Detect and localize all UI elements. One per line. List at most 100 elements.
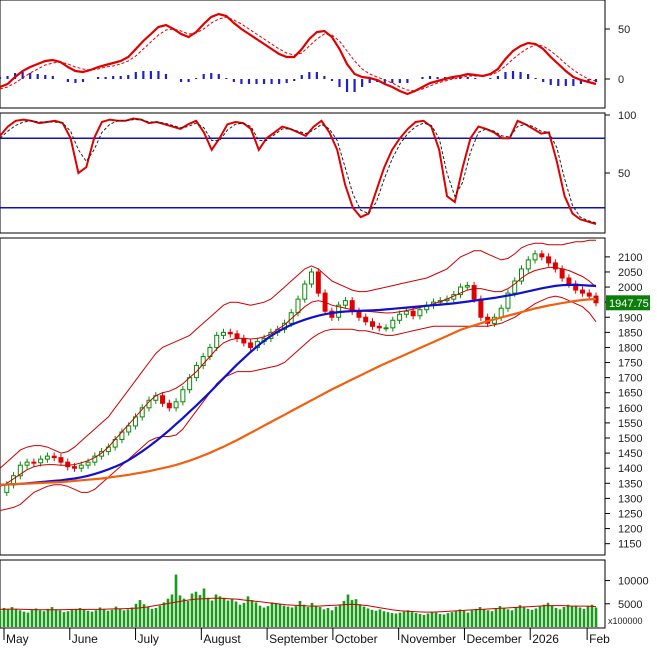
price-candle-body bbox=[403, 310, 409, 315]
price-candle-body bbox=[342, 300, 348, 306]
price-candle-body bbox=[552, 262, 558, 270]
volume-bar bbox=[326, 607, 330, 627]
stochastic-panel: 100 50 bbox=[0, 110, 636, 234]
volume-bar bbox=[478, 607, 482, 627]
volume-bar bbox=[502, 607, 506, 627]
volume-bar bbox=[6, 609, 10, 627]
volume-bar bbox=[350, 600, 354, 627]
volume-bar bbox=[366, 608, 370, 627]
price-candle-body bbox=[288, 312, 294, 324]
volume-bar bbox=[506, 609, 510, 627]
price-candle-body bbox=[579, 289, 585, 294]
price-candle-body bbox=[539, 253, 545, 258]
volume-bar bbox=[186, 601, 190, 627]
price-candle-body bbox=[51, 455, 57, 459]
volume-bar bbox=[122, 610, 126, 627]
volume-bar bbox=[378, 609, 382, 627]
volume-bar bbox=[246, 596, 250, 627]
volume-bar bbox=[462, 610, 466, 627]
volume-ma-line bbox=[0, 597, 597, 613]
month-label: 2026 bbox=[532, 632, 559, 646]
volume-bar bbox=[130, 607, 134, 627]
volume-bar bbox=[482, 609, 486, 627]
price-candle-body bbox=[315, 271, 321, 294]
month-label: June bbox=[72, 632, 98, 646]
volume-bar bbox=[198, 594, 202, 627]
volume-bar bbox=[94, 610, 98, 627]
price-candle-body bbox=[458, 286, 464, 296]
price-bollinger-lower-line bbox=[0, 295, 597, 511]
volume-bar bbox=[290, 607, 294, 627]
volume-bar bbox=[334, 606, 338, 627]
volume-bar bbox=[430, 611, 434, 627]
price-candle-body bbox=[417, 309, 423, 317]
volume-bar bbox=[146, 606, 150, 627]
month-label: October bbox=[335, 632, 378, 646]
price-bollinger-middle-line bbox=[0, 266, 597, 487]
volume-bar bbox=[582, 608, 586, 627]
price-candle-body bbox=[214, 334, 220, 348]
volume-bar bbox=[542, 604, 546, 627]
volume-bar bbox=[438, 614, 442, 627]
volume-bar bbox=[190, 593, 194, 627]
month-axis: May June July August September October Novembe… bbox=[3, 628, 610, 646]
volume-bar bbox=[486, 610, 490, 627]
volume-bar bbox=[274, 603, 278, 627]
volume-bar bbox=[318, 607, 322, 627]
price-ma-blue-line bbox=[0, 283, 597, 486]
volume-bar bbox=[46, 608, 50, 627]
volume-bar bbox=[278, 604, 282, 627]
volume-bar bbox=[54, 609, 58, 627]
volume-bar bbox=[586, 606, 590, 627]
volume-bar bbox=[566, 604, 570, 627]
macd-signal-line bbox=[0, 16, 597, 92]
volume-bar bbox=[14, 608, 18, 627]
volume-bar bbox=[362, 606, 366, 627]
volume-bar bbox=[98, 607, 102, 627]
volume-bar bbox=[162, 602, 166, 627]
price-candle-body bbox=[309, 271, 315, 285]
volume-bar bbox=[558, 609, 562, 627]
volume-bar bbox=[306, 607, 310, 627]
price-candle-body bbox=[559, 268, 565, 279]
volume-bar bbox=[42, 611, 46, 627]
volume-bar bbox=[194, 591, 198, 627]
price-candle-body bbox=[78, 464, 84, 469]
volume-bar bbox=[590, 604, 594, 627]
volume-bar bbox=[302, 604, 306, 627]
volume-bar bbox=[494, 608, 498, 627]
price-tick-label: 1200 bbox=[618, 524, 642, 536]
volume-bar bbox=[530, 609, 534, 627]
volume-bar bbox=[102, 609, 106, 627]
price-candle-body bbox=[44, 455, 50, 460]
volume-bar bbox=[458, 609, 462, 627]
price-candle-body bbox=[234, 333, 240, 339]
price-tick-label: 1650 bbox=[618, 388, 642, 400]
price-candle-body bbox=[566, 277, 572, 285]
price-tick-label: 1300 bbox=[618, 493, 642, 505]
volume-bar bbox=[354, 599, 358, 627]
volume-bar bbox=[394, 613, 398, 627]
volume-bar bbox=[142, 604, 146, 627]
price-candle-body bbox=[546, 256, 552, 264]
volume-bar bbox=[426, 613, 430, 627]
price-candle-body bbox=[173, 401, 179, 409]
volume-bar bbox=[406, 610, 410, 627]
price-candle-body bbox=[38, 458, 44, 464]
volume-bar bbox=[454, 611, 458, 627]
volume-bar bbox=[166, 598, 170, 627]
month-label: December bbox=[466, 632, 521, 646]
volume-bar bbox=[106, 610, 110, 627]
volume-bar bbox=[538, 606, 542, 627]
price-candle-body bbox=[390, 319, 396, 329]
volume-bar bbox=[78, 607, 82, 627]
volume-bar bbox=[238, 604, 242, 627]
volume-bar bbox=[398, 612, 402, 627]
price-candle-body bbox=[241, 337, 247, 344]
price-bollinger-upper-line bbox=[0, 239, 596, 469]
last-price-label: 1947.75 bbox=[609, 298, 649, 310]
volume-bar bbox=[158, 605, 162, 627]
volume-bar bbox=[510, 610, 514, 627]
volume-bar bbox=[562, 607, 566, 627]
volume-bar bbox=[322, 609, 326, 627]
